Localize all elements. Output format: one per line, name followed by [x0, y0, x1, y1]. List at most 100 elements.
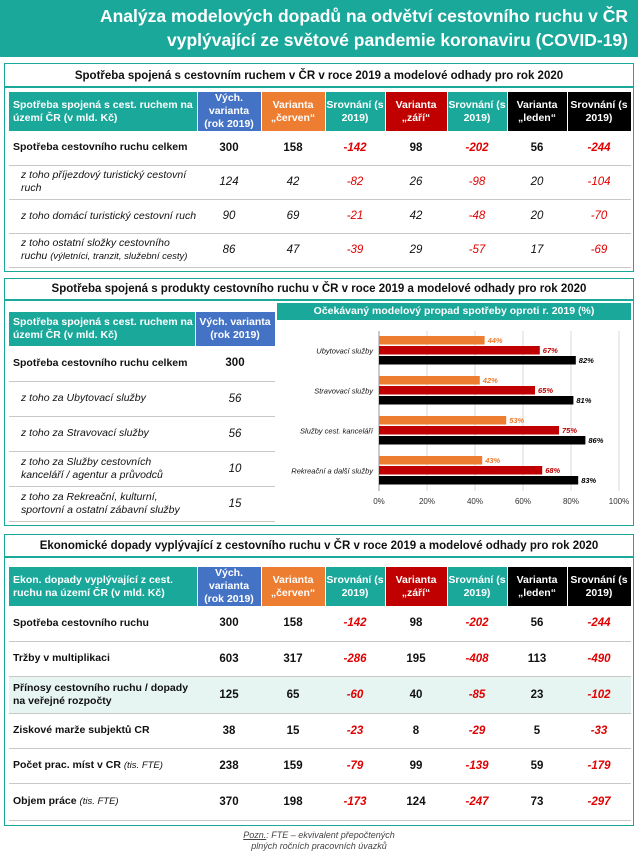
cell-leden-compare: -69	[567, 233, 631, 268]
row-label: Ziskové marže subjektů CR	[9, 713, 197, 749]
footnote-prefix: Pozn.	[243, 830, 267, 840]
cell-base: 124	[197, 165, 261, 200]
footnote-line-1: Pozn.: FTE – ekvivalent přepočtených	[0, 830, 638, 841]
row-label: z toho za Rekreační, kulturní, sportovní…	[9, 486, 195, 522]
col-header-leden: Varianta „leden“	[507, 92, 568, 131]
footnote: Pozn.: FTE – ekvivalent přepočtených pln…	[0, 830, 638, 852]
col-header-compare: Srovnání (s 2019)	[325, 567, 386, 606]
section-economic-title: Ekonomické dopady vyplývající z cestovní…	[5, 538, 633, 558]
cell-zari-compare: -48	[447, 199, 507, 234]
row-label: Objem práce (tis. FTE)	[9, 783, 197, 821]
cell-cerven-compare: -82	[325, 165, 385, 200]
cell-cerven: 42	[261, 165, 325, 200]
cell-cerven: 47	[261, 233, 325, 268]
col-header-compare: Srovnání (s 2019)	[447, 92, 508, 131]
footnote-text-1: : FTE – ekvivalent přepočtených	[266, 830, 395, 840]
cell-zari: 40	[385, 676, 447, 714]
col-header-zari: Varianta „září“	[385, 567, 448, 606]
table-row: Spotřeba cestovního ruchu celkem 300	[9, 346, 275, 382]
chart-plot: 0% 20% 40% 60% 80% 100% Ubytovací služby 44% 67%…	[291, 331, 629, 506]
cell-cerven-compare: -39	[325, 233, 385, 268]
col-header-compare: Srovnání (s 2019)	[325, 92, 386, 131]
cell-cerven-compare: -173	[325, 783, 385, 821]
table-row: Přínosy cestovního ruchu / dopady na veř…	[9, 676, 631, 714]
cell-base: 300	[197, 606, 261, 642]
col-header-base: Vých. varianta (rok 2019)	[197, 567, 262, 606]
chart-data-label: 67%	[543, 346, 558, 355]
chart-bar	[379, 356, 576, 365]
cell-zari: 98	[385, 606, 447, 642]
cell-cerven: 158	[261, 131, 325, 166]
cell-zari-compare: -29	[447, 713, 507, 749]
chart-category-label: Stravovací služby	[314, 386, 374, 395]
chart-tick-label: 40%	[467, 497, 483, 506]
chart-data-label: 83%	[581, 476, 596, 485]
chart-data-label: 68%	[545, 466, 560, 475]
cell-cerven: 69	[261, 199, 325, 234]
page-title-line-1: Analýza modelových dopadů na odvětví ces…	[99, 6, 628, 26]
table-row: z toho za Rekreační, kulturní, sportovní…	[9, 486, 275, 522]
cell-base: 300	[195, 346, 275, 382]
table-row: Spotřeba cestovního ruchu celkem 300 158…	[9, 131, 631, 166]
table-row: z toho ostatní složky cestovního ruchu (…	[9, 233, 631, 268]
cell-leden-compare: -244	[567, 606, 631, 642]
title-band: Analýza modelových dopadů na odvětví ces…	[0, 0, 638, 57]
cell-leden-compare: -104	[567, 165, 631, 200]
table-row: z toho za Stravovací služby 56	[9, 416, 275, 452]
col-header-base: Vých. varianta (rok 2019)	[195, 312, 276, 346]
chart-bar	[379, 376, 480, 385]
cell-zari: 26	[385, 165, 447, 200]
row-label-note: (tis. FTE)	[79, 796, 119, 807]
cell-zari-compare: -57	[447, 233, 507, 268]
cell-leden: 56	[507, 606, 567, 642]
consumption-table-header: Spotřeba spojená s cest. ruchem na území…	[9, 92, 632, 131]
table-row: z toho domácí turistický cestovní ruch 9…	[9, 199, 631, 234]
cell-cerven-compare: -60	[325, 676, 385, 714]
chart-bar	[379, 426, 559, 435]
cell-base: 56	[195, 381, 275, 417]
table-row: Objem práce (tis. FTE) 370 198 -173 124 …	[9, 783, 631, 821]
cell-leden: 5	[507, 713, 567, 749]
chart-bar	[379, 386, 535, 395]
table-row: Spotřeba cestovního ruchu 300 158 -142 9…	[9, 606, 631, 642]
cell-cerven-compare: -23	[325, 713, 385, 749]
cell-zari-compare: -247	[447, 783, 507, 821]
table-row: Ziskové marže subjektů CR 38 15 -23 8 -2…	[9, 713, 631, 749]
cell-base: 38	[197, 713, 261, 749]
chart-data-label: 86%	[588, 436, 603, 445]
row-label-note: (výletníci, tranzit, služební cesty)	[50, 251, 188, 262]
cell-cerven: 317	[261, 641, 325, 677]
chart-data-label: 53%	[509, 416, 524, 425]
chart-data-label: 81%	[576, 396, 591, 405]
cell-cerven-compare: -21	[325, 199, 385, 234]
col-header-leden: Varianta „leden“	[507, 567, 568, 606]
cell-leden: 20	[507, 165, 567, 200]
cell-leden: 113	[507, 641, 567, 677]
col-header-cerven: Varianta „červen“	[261, 567, 326, 606]
cell-zari-compare: -202	[447, 606, 507, 642]
cell-base: 86	[197, 233, 261, 268]
row-label: z toho za Stravovací služby	[9, 416, 195, 452]
cell-cerven: 198	[261, 783, 325, 821]
table-row: z toho za Služby cestovních kanceláří / …	[9, 451, 275, 487]
chart-category-label: Ubytovací služby	[316, 346, 374, 355]
cell-leden-compare: -297	[567, 783, 631, 821]
cell-zari: 29	[385, 233, 447, 268]
chart-tick-label: 20%	[419, 497, 435, 506]
cell-base: 56	[195, 416, 275, 452]
cell-zari-compare: -202	[447, 131, 507, 166]
cell-leden-compare: -244	[567, 131, 631, 166]
section-consumption-title: Spotřeba spojená s cestovním ruchem v ČR…	[5, 68, 633, 88]
row-label-text: Objem práce	[13, 795, 77, 807]
cell-zari-compare: -85	[447, 676, 507, 714]
cell-base: 10	[195, 451, 275, 487]
chart-tick-label: 80%	[563, 497, 579, 506]
col-header-cerven: Varianta „červen“	[261, 92, 326, 131]
col-header-label: Spotřeba spojená s cest. ruchem na území…	[9, 92, 198, 131]
chart-bar	[379, 466, 543, 475]
cell-zari: 99	[385, 748, 447, 784]
chart-bar	[379, 346, 540, 355]
row-label: Počet prac. míst v CR (tis. FTE)	[9, 748, 197, 784]
row-label: Přínosy cestovního ruchu / dopady na veř…	[9, 676, 197, 714]
cell-cerven: 15	[261, 713, 325, 749]
